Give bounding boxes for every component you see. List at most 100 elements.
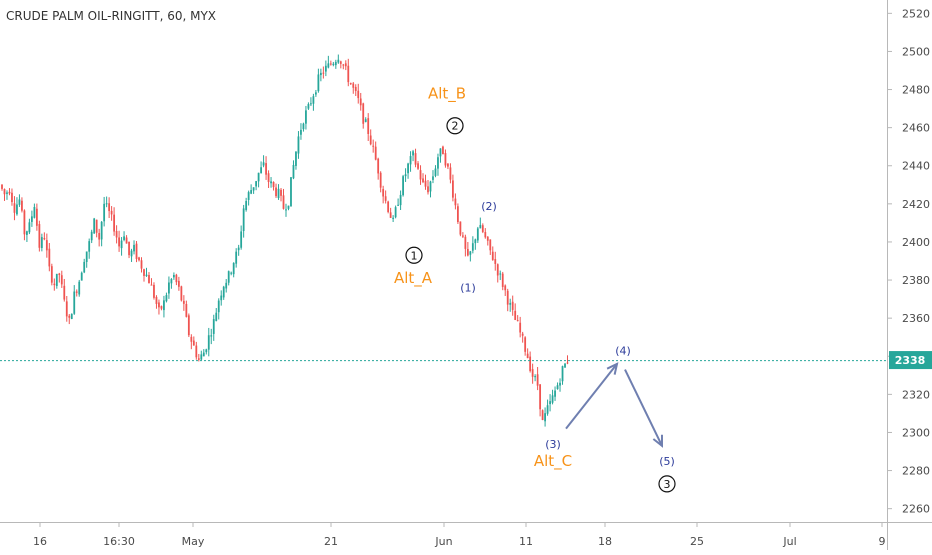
candle-body [192, 340, 195, 346]
candle-body [461, 235, 464, 237]
candle-body [40, 237, 43, 248]
alt-label: Alt_A [394, 269, 433, 288]
last-price-value: 2338 [895, 354, 926, 367]
candle-body [255, 181, 258, 187]
candle-body [35, 208, 38, 226]
y-tick-label: 2520 [902, 7, 930, 20]
candle-body [399, 194, 402, 206]
candle-body [190, 336, 193, 342]
candle-body [43, 238, 46, 240]
alt-label: Alt_C [534, 452, 572, 471]
candle-body [509, 303, 512, 305]
candle-body [26, 231, 28, 235]
candle-body [68, 315, 71, 318]
candle-body [48, 248, 51, 267]
candle-body [100, 221, 103, 240]
candle-body [409, 156, 412, 165]
candle-body [65, 301, 68, 317]
candle-body [180, 286, 183, 301]
candle-body [205, 349, 208, 353]
candle-body [499, 273, 502, 275]
candle-body [297, 136, 300, 154]
candle-body [50, 266, 53, 283]
candle-body [133, 244, 135, 252]
candle-body [215, 312, 218, 321]
candle-body [424, 180, 427, 187]
candle-body [559, 382, 561, 386]
candle-body [175, 274, 178, 283]
candle-body [120, 240, 123, 249]
candle-body [260, 167, 262, 174]
candle-body [564, 363, 566, 368]
candle-body [78, 281, 81, 295]
candle-body [227, 271, 230, 283]
wave-label: (3) [545, 438, 561, 451]
candle-body [38, 224, 41, 248]
candle-body [469, 251, 472, 255]
candle-body [165, 295, 168, 302]
candle-body [496, 264, 499, 276]
wave-circle-label: 1 [411, 249, 418, 262]
candle-body [63, 285, 66, 300]
y-tick-label: 2280 [902, 465, 930, 478]
y-tick-label: 2400 [902, 236, 930, 249]
candle-body [212, 319, 215, 334]
candle-body [489, 239, 492, 251]
candle-body [419, 170, 422, 180]
y-tick-label: 2460 [902, 122, 930, 135]
candle-body [322, 72, 325, 74]
candle-body [349, 83, 352, 85]
candle-body [18, 199, 21, 205]
candle-body [382, 189, 385, 197]
candle-body [534, 376, 537, 378]
candle-body [103, 203, 106, 222]
x-tick-label: 16:30 [103, 535, 135, 548]
candle-body [554, 390, 556, 397]
y-tick-label: 2300 [902, 426, 930, 439]
candle-body [407, 163, 409, 174]
candle-body [247, 192, 250, 200]
candle-body [491, 251, 494, 260]
candle-body [267, 173, 270, 182]
candle-body [21, 200, 23, 211]
candle-body [3, 189, 6, 195]
candle-body [447, 163, 449, 167]
price-axis[interactable]: 2260228023002320234023602380240024202440… [887, 7, 930, 516]
candle-body [172, 274, 175, 278]
candle-body [439, 148, 442, 157]
candle-body [305, 110, 307, 124]
candle-body [479, 224, 482, 229]
candle-body [23, 210, 26, 235]
time-axis[interactable]: 16 16:30 May 21 Jun 11 18 25 Jul 9 [33, 522, 886, 548]
candle-body [83, 261, 86, 273]
candle-body [561, 366, 564, 382]
candle-body [519, 322, 522, 333]
candle-body [317, 74, 320, 92]
candle-body [277, 188, 280, 199]
candles-group [1, 54, 569, 427]
candle-body [33, 207, 36, 218]
candle-body [207, 335, 210, 350]
candle-body [372, 145, 375, 147]
candle-body [153, 284, 155, 298]
candle-body [163, 300, 165, 311]
candle-body [240, 231, 243, 248]
candle-body [302, 123, 305, 130]
candle-body [432, 176, 434, 180]
candle-body [202, 352, 205, 357]
projection-arrows [565, 362, 664, 448]
candle-body [80, 272, 83, 281]
candle-body [110, 210, 113, 215]
candle-body [466, 248, 469, 256]
y-tick-label: 2440 [902, 160, 930, 173]
candle-body [387, 201, 390, 212]
candle-body [389, 212, 392, 218]
candle-body [402, 176, 404, 196]
candle-body [145, 274, 148, 277]
x-tick-label: 25 [690, 535, 704, 548]
y-tick-label: 2360 [902, 312, 930, 325]
wave-label: (1) [460, 282, 476, 295]
candle-body [417, 163, 419, 169]
